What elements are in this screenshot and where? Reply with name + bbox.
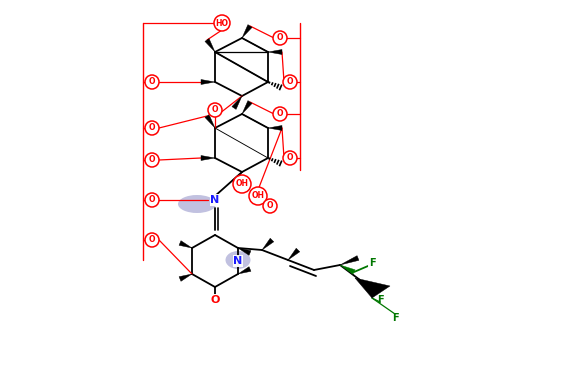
- Polygon shape: [201, 155, 215, 160]
- Text: O: O: [287, 78, 293, 87]
- Text: O: O: [267, 201, 273, 211]
- Polygon shape: [205, 115, 215, 128]
- Circle shape: [145, 75, 159, 89]
- Text: O: O: [210, 295, 219, 305]
- Polygon shape: [340, 265, 355, 274]
- Circle shape: [263, 199, 277, 213]
- Text: OH: OH: [236, 179, 248, 188]
- Polygon shape: [205, 39, 215, 52]
- Polygon shape: [232, 172, 242, 184]
- Polygon shape: [242, 101, 252, 114]
- Polygon shape: [232, 96, 242, 109]
- Polygon shape: [355, 278, 390, 298]
- Circle shape: [283, 75, 297, 89]
- Polygon shape: [238, 267, 251, 274]
- Circle shape: [283, 151, 297, 165]
- Text: F: F: [392, 313, 399, 323]
- Text: N: N: [210, 195, 219, 205]
- Text: O: O: [149, 195, 156, 204]
- Circle shape: [273, 31, 287, 45]
- Text: OH: OH: [252, 192, 264, 201]
- Ellipse shape: [178, 195, 216, 213]
- Text: F: F: [377, 295, 383, 305]
- Circle shape: [208, 103, 222, 117]
- Polygon shape: [238, 248, 251, 255]
- Text: O: O: [149, 124, 156, 133]
- Text: O: O: [149, 236, 156, 244]
- Circle shape: [145, 153, 159, 167]
- Polygon shape: [201, 79, 215, 84]
- Circle shape: [249, 187, 267, 205]
- Circle shape: [214, 15, 230, 31]
- Circle shape: [145, 233, 159, 247]
- Text: O: O: [276, 33, 283, 43]
- Polygon shape: [288, 248, 300, 260]
- Text: F: F: [369, 258, 376, 268]
- Text: N: N: [233, 256, 242, 266]
- Text: O: O: [287, 154, 293, 163]
- Polygon shape: [179, 241, 192, 248]
- Text: O: O: [149, 78, 156, 87]
- Circle shape: [233, 175, 251, 193]
- Polygon shape: [340, 256, 359, 265]
- Polygon shape: [268, 49, 282, 54]
- Circle shape: [145, 193, 159, 207]
- Text: O: O: [149, 155, 156, 165]
- Polygon shape: [268, 125, 282, 130]
- Polygon shape: [242, 25, 252, 38]
- Circle shape: [273, 107, 287, 121]
- Polygon shape: [179, 274, 192, 281]
- Polygon shape: [262, 238, 274, 250]
- Circle shape: [145, 121, 159, 135]
- Ellipse shape: [225, 251, 251, 269]
- Text: HO: HO: [215, 19, 229, 27]
- Text: O: O: [212, 106, 218, 114]
- Text: O: O: [276, 109, 283, 119]
